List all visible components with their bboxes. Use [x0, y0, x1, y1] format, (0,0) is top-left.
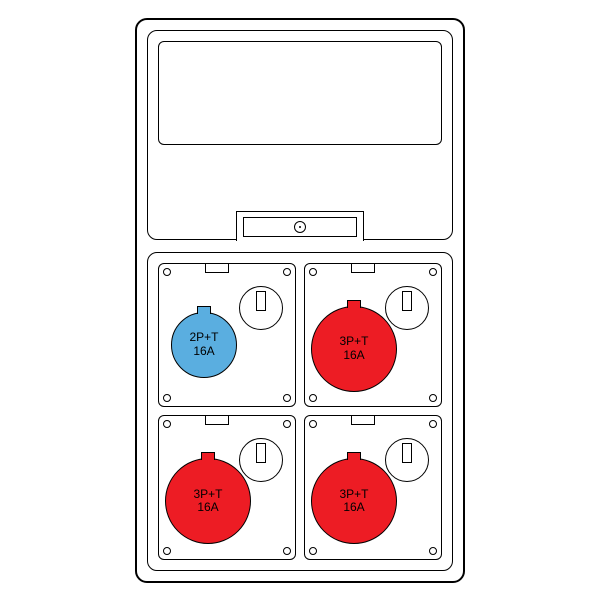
screw-icon	[309, 547, 317, 555]
screw-icon	[309, 394, 317, 402]
screw-icon	[283, 394, 291, 402]
cap-hinge-icon	[201, 452, 215, 460]
module-tab	[351, 415, 375, 425]
screw-icon	[163, 268, 171, 276]
screw-icon	[429, 420, 437, 428]
rotary-switch-icon	[239, 286, 283, 330]
socket-module-top-right: 3P+T16A	[304, 263, 442, 408]
module-tab	[205, 263, 229, 273]
socket-grid: 2P+T16A 3P+T16A	[158, 263, 442, 560]
cap-hinge-icon	[347, 300, 361, 308]
socket-cap-red: 3P+T16A	[311, 458, 397, 544]
screw-icon	[163, 394, 171, 402]
rotary-switch-icon	[385, 438, 429, 482]
top-panel-window	[158, 41, 442, 145]
socket-panel: 2P+T16A 3P+T16A	[147, 252, 453, 571]
socket-label: 3P+T16A	[339, 335, 368, 361]
socket-module-bottom-right: 3P+T16A	[304, 415, 442, 560]
screw-icon	[309, 420, 317, 428]
screw-icon	[429, 394, 437, 402]
switch-handle-icon	[256, 443, 266, 463]
module-tab	[351, 263, 375, 273]
rotary-switch-icon	[239, 438, 283, 482]
screw-icon	[283, 268, 291, 276]
switch-handle-icon	[256, 291, 266, 311]
distribution-box: 2P+T16A 3P+T16A	[135, 18, 465, 583]
screw-icon	[163, 547, 171, 555]
switch-handle-icon	[402, 291, 412, 311]
screw-icon	[429, 268, 437, 276]
screw-icon	[163, 420, 171, 428]
socket-cap-blue: 2P+T16A	[171, 312, 237, 378]
socket-module-bottom-left: 3P+T16A	[158, 415, 296, 560]
socket-label: 2P+T16A	[189, 331, 218, 357]
latch-inner	[243, 217, 357, 237]
switch-handle-icon	[402, 443, 412, 463]
latch-plate	[236, 211, 364, 241]
latch-screw-icon	[294, 221, 306, 233]
cap-hinge-icon	[197, 306, 211, 314]
screw-icon	[309, 268, 317, 276]
socket-label: 3P+T16A	[339, 488, 368, 514]
cap-hinge-icon	[347, 452, 361, 460]
rotary-switch-icon	[385, 286, 429, 330]
module-tab	[205, 415, 229, 425]
socket-cap-red: 3P+T16A	[165, 458, 251, 544]
top-panel	[147, 30, 453, 240]
socket-module-top-left: 2P+T16A	[158, 263, 296, 408]
socket-label: 3P+T16A	[193, 488, 222, 514]
screw-icon	[429, 547, 437, 555]
socket-cap-red: 3P+T16A	[311, 306, 397, 392]
screw-icon	[283, 547, 291, 555]
screw-icon	[283, 420, 291, 428]
